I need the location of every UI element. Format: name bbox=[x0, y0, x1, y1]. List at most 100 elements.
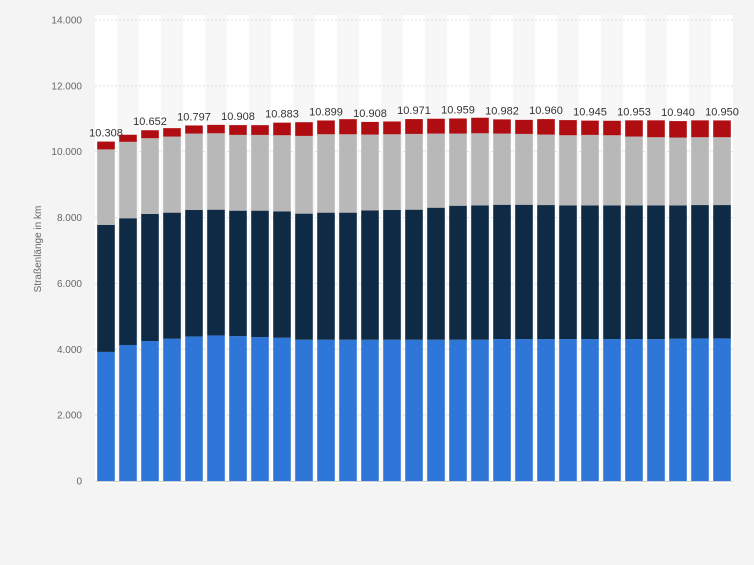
bar-stack bbox=[97, 141, 115, 481]
bar-segment-series-1 bbox=[163, 338, 181, 481]
bar-stack bbox=[251, 125, 269, 481]
bar-segment-series-4 bbox=[141, 130, 159, 139]
data-label: 10.971 bbox=[397, 105, 431, 117]
bar-stack bbox=[141, 130, 159, 481]
bar-segment-series-3 bbox=[625, 136, 643, 206]
bar-segment-series-4 bbox=[405, 119, 423, 134]
bar-segment-series-4 bbox=[163, 128, 181, 137]
bar-segment-series-2 bbox=[207, 209, 225, 336]
y-tick-label: 4.000 bbox=[57, 345, 82, 356]
bar-stack bbox=[405, 119, 423, 481]
bar-segment-series-3 bbox=[163, 136, 181, 213]
bar-segment-series-2 bbox=[713, 205, 731, 339]
bar-segment-series-1 bbox=[119, 345, 137, 481]
data-label: 10.959 bbox=[441, 104, 475, 116]
bar-segment-series-3 bbox=[493, 133, 511, 205]
data-label: 10.950 bbox=[705, 106, 739, 118]
bar-stack bbox=[119, 134, 137, 481]
bar-segment-series-4 bbox=[339, 119, 357, 135]
bar-stack bbox=[361, 121, 379, 481]
bar-segment-series-1 bbox=[537, 339, 555, 481]
bar-segment-series-2 bbox=[273, 211, 291, 338]
bar-segment-series-3 bbox=[251, 134, 269, 211]
bar-stack bbox=[625, 120, 643, 481]
bar-stack bbox=[515, 119, 533, 481]
bar-segment-series-1 bbox=[405, 339, 423, 481]
bar-segment-series-2 bbox=[383, 209, 401, 340]
bar-segment-series-3 bbox=[449, 133, 467, 206]
bar-segment-series-1 bbox=[273, 337, 291, 481]
bar-segment-series-2 bbox=[625, 205, 643, 340]
data-label: 10.797 bbox=[177, 111, 211, 123]
bar-segment-series-4 bbox=[207, 124, 225, 134]
bar-segment-series-1 bbox=[515, 339, 533, 481]
bar-segment-series-4 bbox=[691, 120, 709, 138]
y-tick-label: 2.000 bbox=[57, 411, 82, 422]
bar-segment-series-2 bbox=[581, 205, 599, 340]
bar-stack bbox=[471, 117, 489, 481]
bar-segment-series-4 bbox=[273, 122, 291, 136]
bar-segment-series-3 bbox=[515, 133, 533, 205]
bar-segment-series-1 bbox=[207, 335, 225, 481]
bar-segment-series-3 bbox=[669, 137, 687, 206]
bar-segment-series-4 bbox=[295, 122, 313, 136]
bar-segment-series-3 bbox=[537, 134, 555, 206]
data-label: 10.908 bbox=[353, 108, 387, 120]
bar-segment-series-1 bbox=[97, 351, 115, 481]
bar-segment-series-4 bbox=[119, 134, 137, 142]
bar-segment-series-3 bbox=[361, 134, 379, 211]
bar-stack bbox=[273, 122, 291, 481]
bar-segment-series-4 bbox=[537, 119, 555, 135]
bar-segment-series-3 bbox=[273, 135, 291, 212]
bar-segment-series-4 bbox=[185, 125, 203, 134]
bar-segment-series-2 bbox=[295, 213, 313, 340]
bar-segment-series-2 bbox=[163, 212, 181, 339]
bar-stack bbox=[603, 120, 621, 481]
bar-segment-series-1 bbox=[603, 339, 621, 481]
bar-segment-series-1 bbox=[361, 339, 379, 481]
bar-segment-series-1 bbox=[427, 339, 445, 481]
bar-segment-series-3 bbox=[119, 141, 137, 219]
bar-segment-series-1 bbox=[647, 339, 665, 481]
bar-segment-series-4 bbox=[493, 119, 511, 134]
bar-segment-series-4 bbox=[229, 125, 247, 135]
data-label: 10.652 bbox=[133, 116, 167, 128]
bar-segment-series-3 bbox=[185, 133, 203, 210]
bar-segment-series-2 bbox=[537, 205, 555, 340]
bar-segment-series-3 bbox=[207, 133, 225, 210]
bar-segment-series-3 bbox=[713, 137, 731, 206]
bar-segment-series-2 bbox=[427, 207, 445, 340]
bar-segment-series-4 bbox=[713, 120, 731, 138]
data-label: 10.883 bbox=[265, 109, 299, 121]
y-tick-label: 0 bbox=[76, 477, 82, 488]
y-axis-label: Straßenlänge in km bbox=[33, 206, 44, 293]
bar-segment-series-2 bbox=[405, 209, 423, 340]
bar-segment-series-2 bbox=[691, 205, 709, 339]
bar-stack bbox=[449, 118, 467, 481]
bar-segment-series-4 bbox=[427, 118, 445, 134]
bar-segment-series-4 bbox=[625, 120, 643, 137]
bar-segment-series-2 bbox=[471, 205, 489, 340]
bar-segment-series-4 bbox=[251, 125, 269, 135]
bar-stack bbox=[493, 119, 511, 481]
bar-segment-series-3 bbox=[295, 135, 313, 214]
bar-segment-series-2 bbox=[515, 204, 533, 340]
bar-segment-series-4 bbox=[97, 141, 115, 150]
bar-segment-series-3 bbox=[339, 134, 357, 213]
y-tick-label: 6.000 bbox=[57, 279, 82, 290]
y-tick-label: 10.000 bbox=[51, 147, 82, 158]
bar-segment-series-4 bbox=[647, 120, 665, 138]
y-tick-label: 12.000 bbox=[51, 81, 82, 92]
data-label: 10.982 bbox=[485, 105, 519, 117]
bars bbox=[97, 117, 731, 481]
bar-segment-series-3 bbox=[97, 149, 115, 225]
bar-segment-series-1 bbox=[251, 337, 269, 481]
bar-segment-series-2 bbox=[97, 224, 115, 352]
bar-stack bbox=[669, 121, 687, 481]
bar-segment-series-1 bbox=[625, 339, 643, 481]
bar-stack bbox=[559, 120, 577, 481]
bar-segment-series-1 bbox=[449, 339, 467, 481]
bar-segment-series-3 bbox=[405, 133, 423, 210]
